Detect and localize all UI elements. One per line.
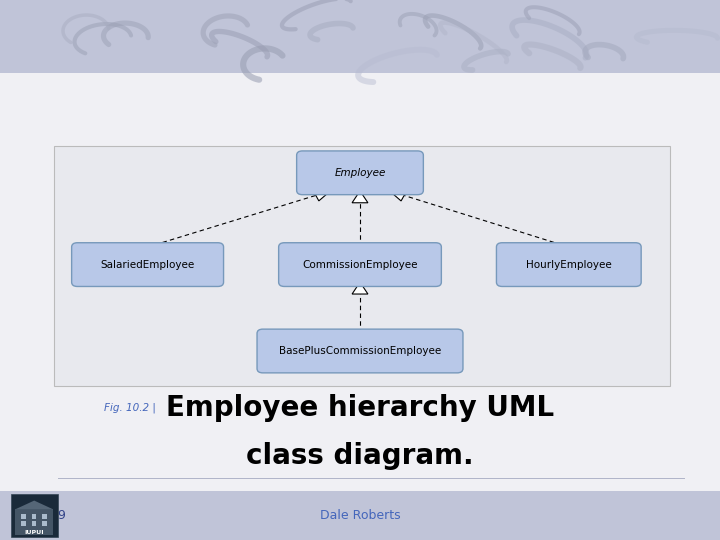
FancyBboxPatch shape	[497, 243, 642, 286]
Polygon shape	[352, 282, 368, 294]
Text: 9: 9	[58, 509, 65, 522]
Text: Employee hierarchy UML: Employee hierarchy UML	[166, 394, 554, 422]
Polygon shape	[390, 190, 408, 201]
Bar	[32, 514, 36, 519]
FancyBboxPatch shape	[279, 243, 441, 286]
Text: Fig. 10.2 |: Fig. 10.2 |	[104, 402, 156, 413]
Text: CommissionEmployee: CommissionEmployee	[302, 260, 418, 269]
Polygon shape	[16, 501, 53, 509]
Polygon shape	[352, 191, 368, 203]
Bar	[0, 0, 720, 73]
Text: Employee: Employee	[334, 168, 386, 178]
Bar	[21, 521, 26, 526]
Bar	[16, 509, 53, 535]
Text: IUPUI: IUPUI	[24, 530, 44, 535]
FancyBboxPatch shape	[54, 146, 670, 386]
FancyBboxPatch shape	[257, 329, 463, 373]
Text: Dale Roberts: Dale Roberts	[320, 509, 400, 522]
Text: HourlyEmployee: HourlyEmployee	[526, 260, 612, 269]
FancyBboxPatch shape	[297, 151, 423, 194]
Bar	[42, 514, 47, 519]
Bar	[11, 494, 58, 537]
Bar	[21, 514, 26, 519]
Polygon shape	[312, 190, 330, 201]
Text: SalariedEmployee: SalariedEmployee	[101, 260, 194, 269]
Bar	[0, 491, 720, 540]
Text: BasePlusCommissionEmployee: BasePlusCommissionEmployee	[279, 346, 441, 356]
Bar	[42, 521, 47, 526]
Text: class diagram.: class diagram.	[246, 442, 474, 470]
FancyBboxPatch shape	[71, 243, 223, 286]
Bar	[32, 521, 36, 526]
